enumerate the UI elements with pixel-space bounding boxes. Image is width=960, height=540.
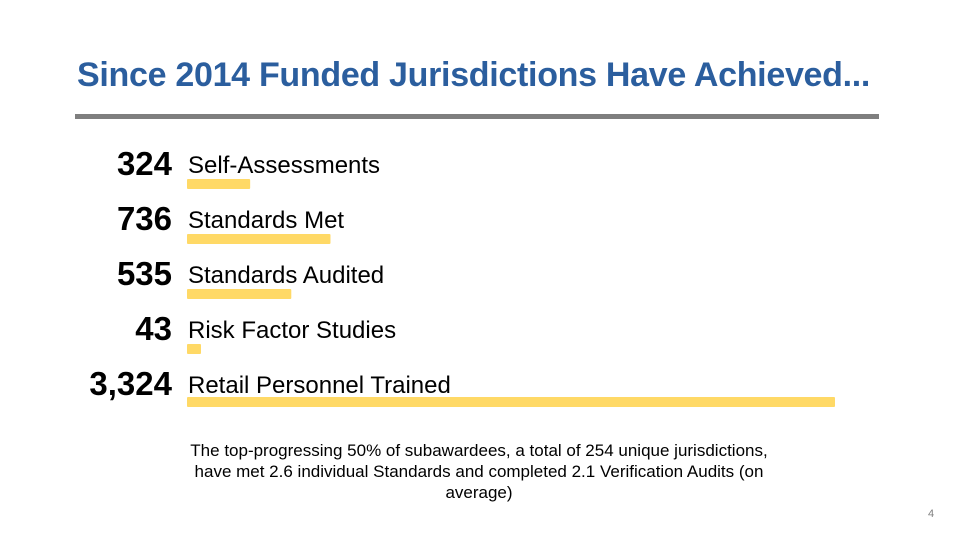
value-label: 736 bbox=[117, 200, 172, 237]
bar bbox=[187, 179, 251, 189]
category-label: Self-Assessments bbox=[188, 152, 380, 179]
page-number: 4 bbox=[928, 508, 935, 520]
value-label: 43 bbox=[135, 310, 172, 347]
category-label: Standards Audited bbox=[188, 262, 384, 289]
category-label: Risk Factor Studies bbox=[188, 317, 396, 344]
value-label: 535 bbox=[117, 255, 172, 292]
slide-title: Since 2014 Funded Jurisdictions Have Ach… bbox=[77, 56, 871, 94]
bar bbox=[187, 234, 331, 244]
bar bbox=[187, 344, 201, 354]
value-label: 324 bbox=[117, 145, 173, 182]
bar bbox=[187, 397, 835, 407]
category-label: Standards Met bbox=[188, 207, 344, 234]
bar bbox=[187, 289, 292, 299]
footnote: The top-progressing 50% of subawardees, … bbox=[190, 441, 768, 502]
category-label: Retail Personnel Trained bbox=[188, 372, 451, 399]
title-divider bbox=[75, 114, 879, 119]
value-label: 3,324 bbox=[89, 365, 172, 402]
